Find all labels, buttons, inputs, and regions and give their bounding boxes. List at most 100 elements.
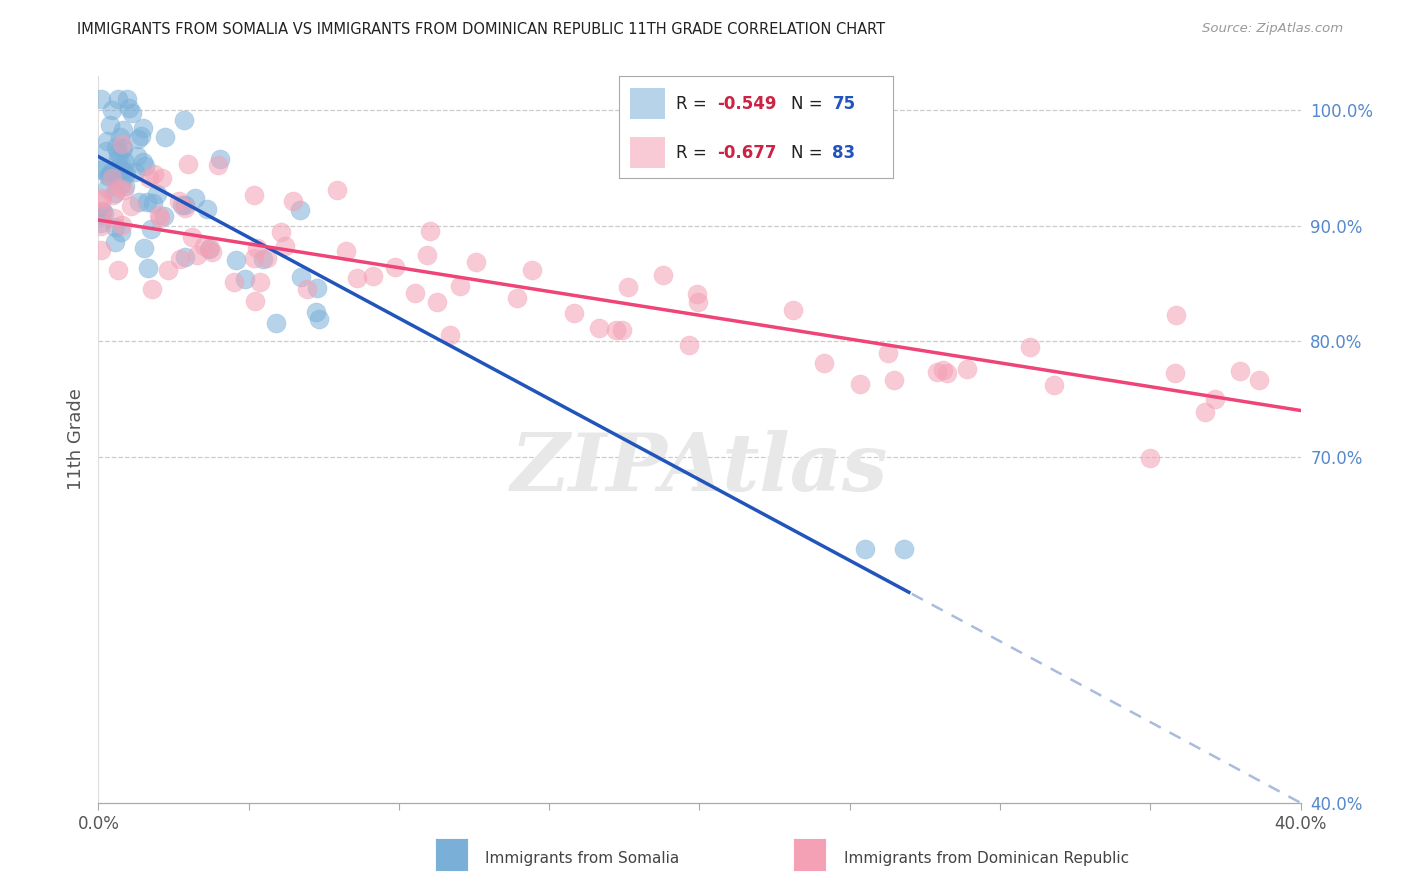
Point	[104, 219, 127, 234]
Point	[153, 129, 176, 144]
Point	[883, 373, 905, 387]
Point	[107, 165, 129, 179]
Point	[361, 268, 384, 283]
Point	[100, 165, 122, 179]
Point	[101, 103, 124, 117]
Point	[233, 271, 256, 285]
Point	[1204, 392, 1226, 406]
Point	[426, 294, 449, 309]
Bar	[630, 88, 665, 119]
Point	[562, 306, 585, 320]
Point	[90, 162, 112, 177]
Point	[96, 134, 118, 148]
Point	[121, 106, 143, 120]
Point	[346, 270, 368, 285]
Point	[304, 305, 326, 319]
Point	[108, 181, 131, 195]
Text: ZIPAtlas: ZIPAtlas	[510, 430, 889, 508]
Text: N =: N =	[792, 144, 828, 161]
Point	[935, 367, 957, 381]
Point	[281, 194, 304, 209]
Text: Immigrants from Dominican Republic: Immigrants from Dominican Republic	[844, 852, 1129, 866]
Point	[1019, 340, 1042, 354]
Text: -0.677: -0.677	[717, 144, 778, 161]
Point	[270, 225, 292, 239]
Point	[149, 211, 172, 226]
Point	[110, 178, 132, 192]
Point	[813, 356, 835, 370]
Point	[110, 137, 132, 152]
Point	[169, 252, 191, 267]
Point	[184, 191, 207, 205]
Text: N =: N =	[792, 95, 828, 112]
Point	[167, 194, 190, 208]
Point	[200, 241, 222, 255]
Point	[335, 244, 357, 259]
Point	[141, 222, 163, 236]
Point	[208, 152, 231, 166]
Point	[1043, 378, 1066, 392]
Point	[290, 269, 312, 284]
Text: IMMIGRANTS FROM SOMALIA VS IMMIGRANTS FROM DOMINICAN REPUBLIC 11TH GRADE CORRELA: IMMIGRANTS FROM SOMALIA VS IMMIGRANTS FR…	[77, 22, 886, 37]
Point	[104, 140, 127, 154]
Point	[142, 196, 165, 211]
Point	[610, 322, 633, 336]
Point	[141, 282, 163, 296]
Point	[617, 280, 640, 294]
Point	[927, 365, 949, 379]
Point	[246, 241, 269, 255]
Point	[103, 164, 125, 178]
Point	[101, 187, 124, 202]
Point	[136, 195, 159, 210]
Point	[243, 252, 266, 266]
Point	[156, 262, 179, 277]
Point	[186, 248, 208, 262]
Point	[465, 254, 488, 268]
Point	[112, 183, 135, 197]
Text: -0.549: -0.549	[717, 95, 778, 112]
Point	[1166, 308, 1188, 322]
Point	[384, 260, 406, 274]
Point	[249, 275, 271, 289]
Point	[1249, 373, 1271, 387]
Point	[1194, 404, 1216, 418]
Point	[520, 262, 543, 277]
Point	[588, 321, 610, 335]
Text: Immigrants from Somalia: Immigrants from Somalia	[485, 852, 679, 866]
Point	[225, 252, 247, 267]
Point	[173, 112, 195, 127]
Point	[96, 181, 118, 195]
Point	[114, 154, 136, 169]
Point	[90, 92, 112, 106]
Point	[131, 128, 153, 143]
Point	[125, 149, 148, 163]
Point	[153, 210, 176, 224]
Point	[686, 287, 709, 301]
Point	[114, 168, 136, 182]
Point	[174, 201, 197, 215]
Point	[782, 302, 804, 317]
Point	[103, 211, 125, 225]
Point	[170, 198, 193, 212]
Point	[295, 282, 318, 296]
Point	[651, 268, 673, 283]
Point	[243, 188, 266, 202]
Point	[138, 171, 160, 186]
Point	[138, 260, 160, 275]
Point	[243, 293, 266, 308]
Point	[120, 198, 142, 212]
Text: 83: 83	[832, 144, 856, 161]
Point	[146, 187, 169, 202]
Point	[132, 120, 155, 135]
Point	[91, 205, 114, 219]
Point	[605, 323, 627, 337]
Point	[955, 362, 977, 376]
Point	[201, 245, 224, 260]
Point	[419, 224, 441, 238]
Point	[90, 216, 112, 230]
Point	[150, 171, 173, 186]
Point	[198, 242, 221, 256]
Point	[174, 198, 197, 212]
Text: R =: R =	[676, 144, 713, 161]
Point	[98, 118, 121, 132]
